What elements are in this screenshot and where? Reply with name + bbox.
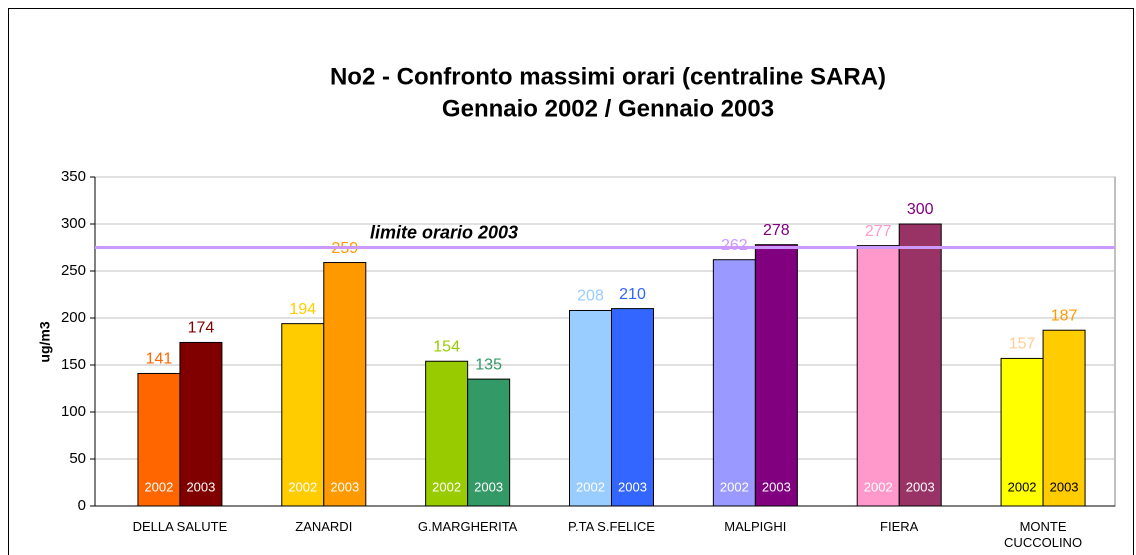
bar xyxy=(898,223,942,507)
value-label: 154 xyxy=(433,338,460,355)
bar-year-label: 2003 xyxy=(1050,479,1079,494)
value-label: 135 xyxy=(475,356,502,373)
y-tick-label: 350 xyxy=(61,168,86,185)
bar-year-label: 2002 xyxy=(288,479,317,494)
x-tick-label: MALPIGHI xyxy=(724,519,787,534)
bar-year-label: 2003 xyxy=(618,479,647,494)
value-label: 208 xyxy=(577,288,604,305)
x-tick-label: DELLA SALUTE xyxy=(132,519,228,534)
bar xyxy=(712,259,756,507)
y-tick-label: 250 xyxy=(61,262,86,279)
y-tick-label: 50 xyxy=(69,450,86,467)
bar xyxy=(754,244,798,507)
y-tick-label: 200 xyxy=(61,309,86,326)
value-label: 174 xyxy=(188,320,215,337)
value-label: 141 xyxy=(146,351,173,368)
value-label: 210 xyxy=(619,286,646,303)
y-tick-label: 0 xyxy=(78,497,86,514)
bar xyxy=(281,323,325,507)
value-label: 157 xyxy=(1009,336,1036,353)
bar xyxy=(179,341,223,507)
value-label: 278 xyxy=(763,222,790,239)
bar xyxy=(611,308,654,507)
bar-year-label: 2002 xyxy=(720,479,749,494)
bar-year-label: 2003 xyxy=(330,479,359,494)
bar-year-label: 2003 xyxy=(474,479,503,494)
bar-year-label: 2003 xyxy=(186,479,215,494)
value-label: 194 xyxy=(289,301,316,318)
bar-year-label: 2002 xyxy=(576,479,605,494)
bar xyxy=(137,372,181,507)
bar xyxy=(856,245,900,507)
bar-year-label: 2003 xyxy=(906,479,935,494)
value-label: 187 xyxy=(1051,307,1078,324)
x-tick-label: FIERA xyxy=(880,519,919,534)
x-tick-label: MONTE CUCCOLINO xyxy=(1004,519,1083,550)
bar xyxy=(467,378,511,507)
bar-year-label: 2002 xyxy=(432,479,461,494)
y-tick-label: 150 xyxy=(61,356,86,373)
bar xyxy=(569,309,612,507)
y-tick-label: 100 xyxy=(61,403,86,420)
chart-title: No2 - Confronto massimi orari (centralin… xyxy=(330,63,886,90)
x-tick-label: ZANARDI xyxy=(295,519,353,534)
x-tick-label: P.TA S.FELICE xyxy=(568,519,655,534)
bar-year-label: 2002 xyxy=(864,479,893,494)
bar xyxy=(1042,329,1086,507)
bar xyxy=(425,360,469,507)
bar xyxy=(323,262,367,507)
value-label: 300 xyxy=(907,201,934,218)
chart-subtitle: Gennaio 2002 / Gennaio 2003 xyxy=(442,95,774,122)
y-tick-label: 300 xyxy=(61,215,86,232)
reference-label: limite orario 2003 xyxy=(370,222,518,242)
x-tick-label: G.MARGHERITA xyxy=(417,519,518,534)
bar-year-label: 2002 xyxy=(144,479,173,494)
bar-year-label: 2002 xyxy=(1008,479,1037,494)
y-axis-label: ug/m3 xyxy=(37,321,53,362)
bar xyxy=(1000,357,1044,507)
value-label: 277 xyxy=(865,223,892,240)
value-label: 262 xyxy=(721,237,748,254)
bar-year-label: 2003 xyxy=(762,479,791,494)
